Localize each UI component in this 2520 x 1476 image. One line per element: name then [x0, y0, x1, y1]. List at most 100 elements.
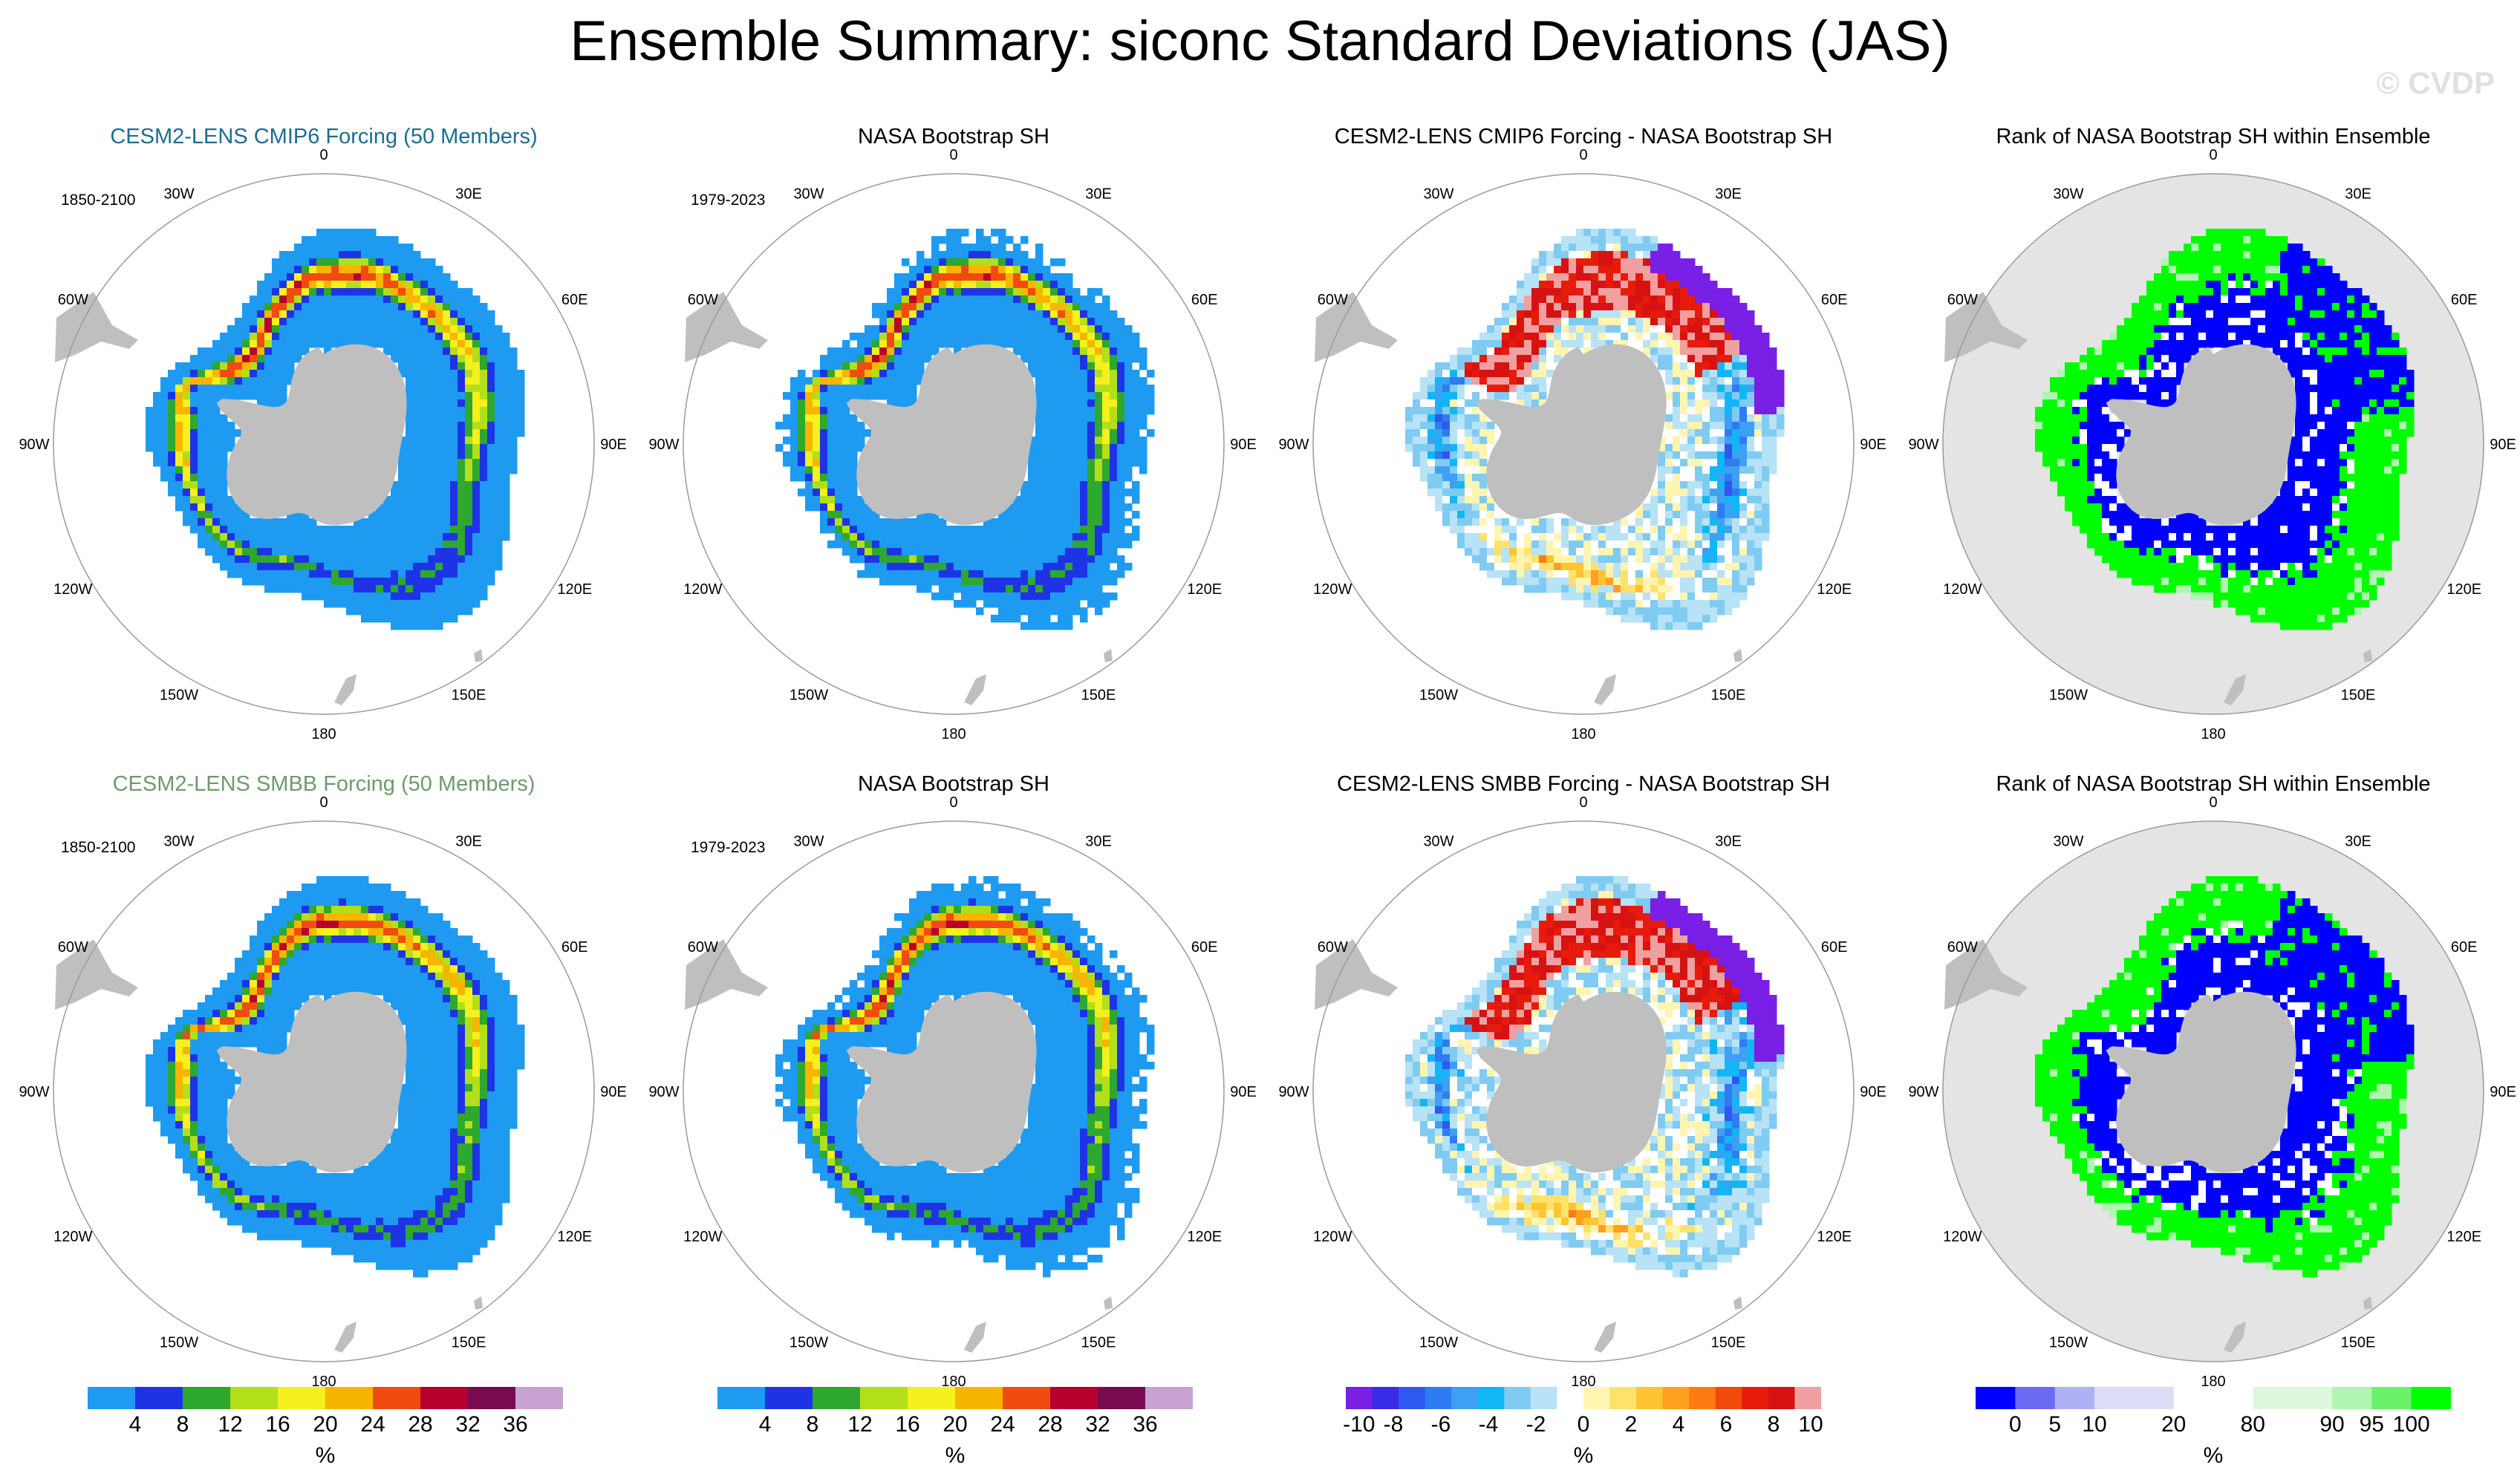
grid-cell — [1102, 533, 1110, 541]
grid-cell — [287, 273, 295, 281]
grid-cell — [480, 362, 488, 370]
grid-cell — [294, 340, 302, 348]
grid-cell — [391, 318, 399, 326]
grid-cell — [1427, 466, 1436, 474]
grid-cell — [309, 325, 317, 333]
grid-cell — [391, 266, 399, 274]
grid-cell — [465, 526, 473, 534]
grid-cell — [1087, 592, 1095, 601]
grid-cell — [916, 362, 925, 370]
grid-cell — [1554, 303, 1562, 311]
grid-cell — [1628, 533, 1636, 541]
grid-cell — [1554, 578, 1562, 586]
grid-cell — [1710, 526, 1718, 534]
grid-cell — [1561, 592, 1569, 601]
grid-cell — [443, 518, 451, 526]
grid-cell — [2176, 258, 2184, 267]
grid-cell — [798, 370, 806, 378]
grid-cell — [1598, 295, 1606, 304]
grid-cell — [1680, 310, 1688, 319]
grid-cell — [428, 474, 436, 482]
grid-cell — [413, 318, 421, 326]
grid-cell — [1583, 266, 1592, 274]
grid-cell — [1043, 496, 1051, 504]
grid-cell — [435, 533, 443, 541]
grid-cell — [406, 451, 414, 460]
grid-cell — [842, 451, 850, 460]
grid-cell — [998, 533, 1006, 541]
grid-cell — [495, 399, 503, 408]
grid-cell — [1087, 429, 1095, 437]
grid-cell — [850, 489, 858, 497]
grid-cell — [391, 303, 399, 311]
grid-cell — [1035, 244, 1044, 252]
grid-cell — [1673, 266, 1681, 274]
grid-cell — [279, 570, 287, 578]
grid-cell — [1110, 444, 1118, 452]
grid-cell — [458, 503, 466, 512]
grid-cell — [2236, 303, 2244, 311]
grid-cell — [487, 459, 495, 467]
grid-cell — [465, 555, 473, 564]
grid-cell — [480, 548, 488, 556]
grid-cell — [1606, 600, 1614, 608]
grid-cell — [413, 451, 421, 460]
grid-cell — [361, 325, 369, 333]
grid-cell — [1598, 251, 1606, 259]
grid-cell — [798, 414, 806, 422]
grid-cell — [1531, 325, 1540, 333]
grid-cell — [902, 325, 910, 333]
grid-cell — [420, 303, 429, 311]
grid-cell — [1754, 377, 1762, 385]
grid-cell — [242, 362, 250, 370]
grid-cell — [2243, 318, 2251, 326]
grid-cell — [487, 392, 495, 400]
grid-cell — [250, 555, 258, 564]
grid-cell — [346, 555, 354, 564]
grid-cell — [1658, 303, 1666, 311]
grid-cell — [331, 578, 339, 586]
grid-cell — [1450, 444, 1458, 452]
grid-cell — [443, 281, 451, 289]
grid-cell — [872, 355, 880, 363]
grid-cell — [1762, 489, 1770, 497]
grid-cell — [495, 414, 503, 422]
grid-cell — [279, 526, 287, 534]
grid-cell — [1673, 548, 1681, 556]
grid-cell — [1702, 281, 1710, 289]
grid-cell — [264, 288, 273, 296]
grid-cell — [450, 578, 458, 586]
grid-cell — [850, 481, 858, 489]
grid-cell — [1546, 303, 1554, 311]
grid-cell — [1710, 600, 1718, 608]
grid-cell — [212, 392, 221, 400]
grid-cell — [383, 281, 391, 289]
grid-cell — [376, 318, 384, 326]
grid-cell — [465, 518, 473, 526]
grid-cell — [1006, 333, 1014, 341]
grid-cell — [1472, 370, 1480, 378]
grid-cell — [2198, 244, 2207, 252]
grid-cell — [1502, 392, 1510, 400]
grid-cell — [1457, 355, 1465, 363]
grid-cell — [391, 585, 399, 593]
grid-cell — [450, 481, 458, 489]
grid-cell — [287, 533, 295, 541]
grid-cell — [1554, 281, 1562, 289]
grid-cell — [272, 281, 280, 289]
grid-cell — [361, 548, 369, 556]
grid-cell — [1110, 518, 1118, 526]
grid-cell — [309, 244, 317, 252]
grid-cell — [820, 370, 828, 378]
grid-cell — [1680, 526, 1688, 534]
grid-cell — [842, 414, 850, 422]
grid-cell — [502, 466, 510, 474]
grid-cell — [1102, 489, 1110, 497]
grid-cell — [1028, 333, 1036, 341]
grid-cell — [250, 318, 258, 326]
grid-cell — [458, 511, 466, 519]
grid-cell — [1465, 429, 1473, 437]
grid-cell — [443, 392, 451, 400]
grid-cell — [1517, 563, 1525, 571]
grid-cell — [398, 622, 406, 630]
